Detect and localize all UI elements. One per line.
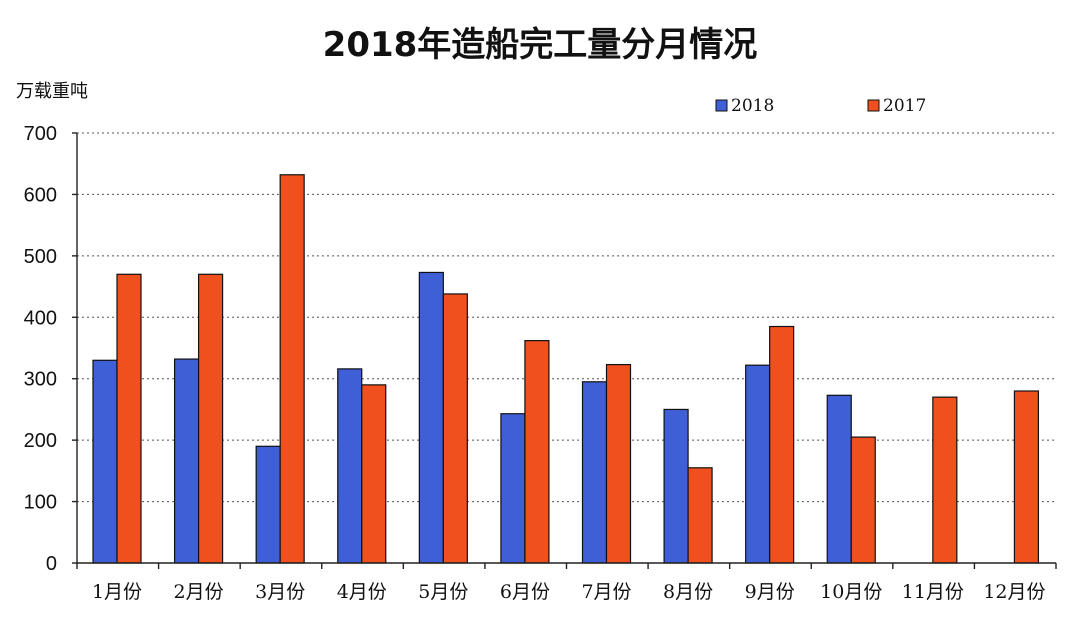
bar-2017-1 xyxy=(116,273,142,564)
bar-2017-4 xyxy=(361,384,387,564)
bar-2018-5 xyxy=(418,271,444,564)
bar-2018-6 xyxy=(500,413,526,564)
x-tick-label: 5月份 xyxy=(418,581,468,603)
x-tick-label: 2月份 xyxy=(174,581,224,603)
y-tick-label: 400 xyxy=(24,307,57,329)
bar-2017-10 xyxy=(850,436,876,564)
bar-2017-3 xyxy=(279,174,305,564)
y-tick-label: 600 xyxy=(24,184,57,206)
y-tick-label: 100 xyxy=(24,492,57,514)
x-tick-label: 1月份 xyxy=(92,581,142,603)
bar-2018-3 xyxy=(255,445,281,564)
gridlines xyxy=(77,132,1056,503)
bar-2017-12 xyxy=(1013,390,1040,564)
legend-swatch-2018 xyxy=(715,99,728,112)
bar-2018-1 xyxy=(92,359,118,564)
bar-2018-9 xyxy=(745,364,771,564)
bar-2018-10 xyxy=(826,394,852,564)
bar-2018-2 xyxy=(173,358,200,564)
legend: 2018 2017 xyxy=(715,96,926,116)
y-tick-label: 0 xyxy=(46,553,57,575)
y-tick-label: 200 xyxy=(24,430,57,452)
bar-2017-9 xyxy=(769,325,795,564)
x-tick-label: 6月份 xyxy=(500,581,550,603)
bar-2018-7 xyxy=(581,381,608,564)
x-axis-ticks: 1月份 2月份 3月份 4月份 5月份 6月份 7月份 8月份 9月份 10月份 11月份 12月份 xyxy=(92,581,1046,603)
x-tick-label: 11月份 xyxy=(902,581,964,603)
bar-2018-4 xyxy=(337,368,363,564)
bar-2017-2 xyxy=(197,273,224,564)
bar-2017-8 xyxy=(687,467,713,564)
y-axis-ticks: 0 100 200 300 400 500 600 700 xyxy=(24,123,57,575)
bar-2018-8 xyxy=(663,408,689,564)
y-tick-label: 300 xyxy=(24,369,57,391)
y-tick-label: 500 xyxy=(24,246,57,268)
x-tick-label: 9月份 xyxy=(745,581,795,603)
x-tick-label: 4月份 xyxy=(337,581,387,603)
bar-2017-5 xyxy=(442,293,468,564)
bar-2017-11 xyxy=(932,396,958,564)
y-axis-label: 万载重吨 xyxy=(16,81,88,102)
y-tick-label: 700 xyxy=(24,123,57,145)
legend-swatch-2017 xyxy=(867,99,880,112)
legend-label-2018: 2018 xyxy=(731,96,774,116)
x-tick-label: 3月份 xyxy=(255,581,305,603)
bars xyxy=(92,174,1040,564)
x-tick-label: 7月份 xyxy=(581,581,631,603)
x-tick-label: 12月份 xyxy=(983,581,1045,603)
chart-title: 2018年造船完工量分月情况 xyxy=(323,25,758,65)
x-tick-label: 10月份 xyxy=(820,581,882,603)
bar-2017-7 xyxy=(605,363,632,564)
legend-label-2017: 2017 xyxy=(883,96,926,116)
bar-2017-6 xyxy=(524,340,550,564)
x-tick-label: 8月份 xyxy=(663,581,713,603)
axes xyxy=(72,132,1057,569)
